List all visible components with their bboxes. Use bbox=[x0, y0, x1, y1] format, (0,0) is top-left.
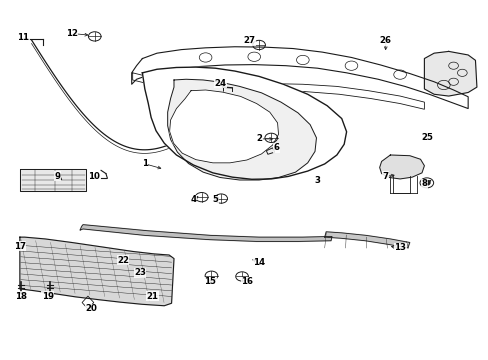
Polygon shape bbox=[132, 73, 424, 109]
Text: 3: 3 bbox=[314, 176, 320, 185]
Polygon shape bbox=[20, 169, 86, 192]
Text: 12: 12 bbox=[66, 29, 78, 38]
Polygon shape bbox=[169, 90, 278, 163]
Text: 11: 11 bbox=[17, 33, 29, 42]
Polygon shape bbox=[142, 67, 346, 179]
Text: 15: 15 bbox=[204, 277, 216, 286]
Text: 22: 22 bbox=[117, 256, 129, 265]
Polygon shape bbox=[324, 232, 409, 248]
Text: 24: 24 bbox=[214, 79, 226, 88]
Text: 1: 1 bbox=[142, 159, 147, 168]
Text: 8: 8 bbox=[421, 179, 427, 188]
Polygon shape bbox=[80, 225, 331, 242]
Text: 20: 20 bbox=[85, 304, 97, 313]
Polygon shape bbox=[379, 155, 424, 179]
Text: 25: 25 bbox=[420, 132, 432, 141]
Text: 2: 2 bbox=[256, 134, 262, 143]
Text: 17: 17 bbox=[14, 242, 26, 251]
Text: 27: 27 bbox=[243, 36, 255, 45]
Circle shape bbox=[423, 180, 429, 185]
Text: 5: 5 bbox=[212, 195, 218, 204]
Polygon shape bbox=[167, 79, 316, 180]
Text: 26: 26 bbox=[379, 36, 391, 45]
Text: 6: 6 bbox=[272, 143, 279, 152]
Polygon shape bbox=[424, 51, 476, 96]
Text: 13: 13 bbox=[393, 243, 405, 252]
Text: 16: 16 bbox=[241, 277, 252, 286]
Text: 9: 9 bbox=[54, 172, 60, 181]
Polygon shape bbox=[131, 47, 467, 109]
Text: 7: 7 bbox=[382, 172, 388, 181]
Text: 19: 19 bbox=[41, 292, 54, 301]
Text: 14: 14 bbox=[252, 258, 264, 267]
Text: 10: 10 bbox=[88, 172, 100, 181]
Text: 21: 21 bbox=[146, 292, 158, 301]
Text: 18: 18 bbox=[15, 292, 27, 301]
Polygon shape bbox=[20, 237, 174, 306]
Text: 23: 23 bbox=[134, 268, 145, 277]
Text: 4: 4 bbox=[190, 195, 196, 204]
